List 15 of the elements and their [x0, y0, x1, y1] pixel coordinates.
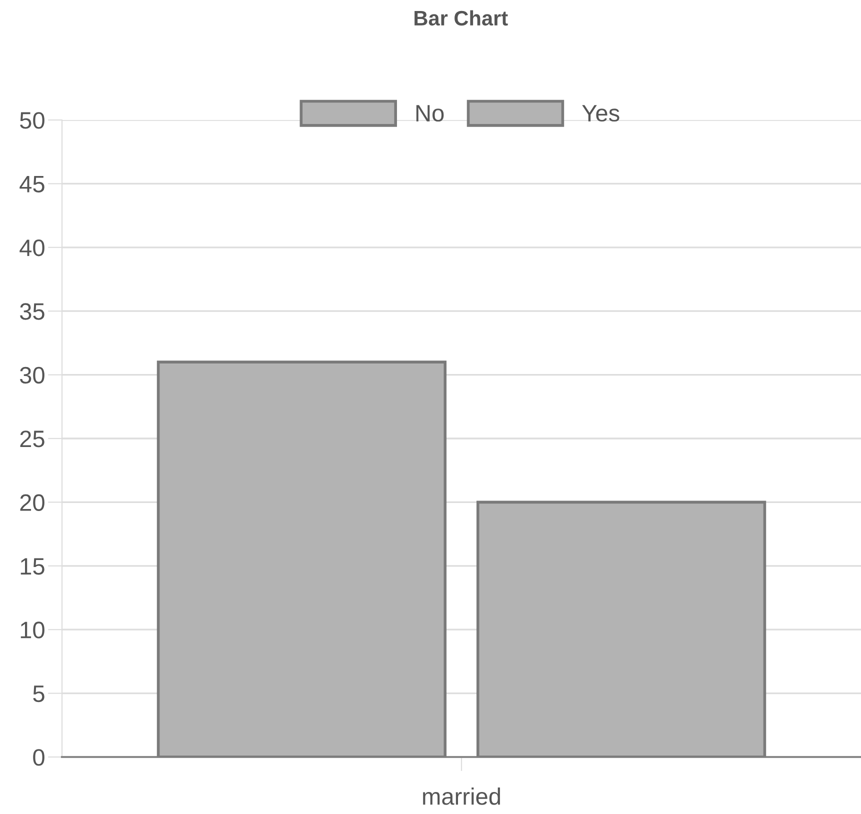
y-tick-label: 30 — [20, 366, 44, 384]
y-tick-label: 45 — [20, 176, 44, 192]
y-tick-label: 10 — [20, 622, 44, 638]
y-tick-label: 40 — [20, 239, 44, 256]
y-tick-label: 25 — [20, 430, 44, 448]
y-tick-label: 50 — [20, 112, 44, 129]
y-tick-label: 35 — [20, 303, 44, 320]
x-tick-label: married — [423, 788, 500, 805]
y-tick-label: 15 — [20, 558, 44, 575]
y-tick-label: 20 — [20, 494, 44, 511]
y-tick-label: 5 — [33, 686, 44, 702]
y-tick-label: 0 — [33, 749, 44, 766]
legend-label: Yes — [582, 105, 620, 122]
chart-title: Bar Chart — [414, 10, 508, 26]
legend-label: No — [416, 105, 444, 122]
